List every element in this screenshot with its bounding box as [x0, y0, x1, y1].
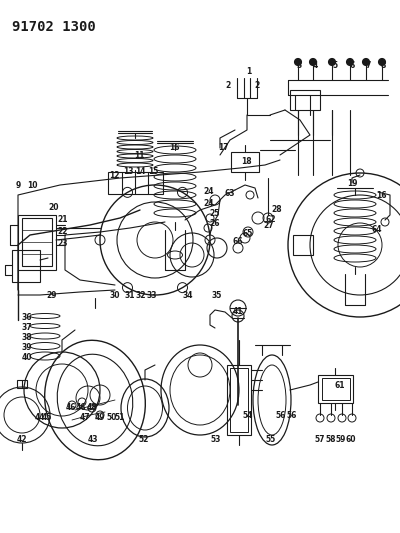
Text: 50: 50	[107, 414, 117, 423]
Circle shape	[346, 59, 354, 66]
Text: 57: 57	[315, 435, 325, 445]
Text: 9: 9	[15, 181, 21, 190]
Text: 46: 46	[66, 403, 76, 413]
Text: 21: 21	[58, 215, 68, 224]
Bar	[17, 380, 27, 388]
Text: 65: 65	[243, 229, 253, 238]
Bar	[18, 215, 56, 270]
Text: 4: 4	[312, 61, 318, 69]
Circle shape	[328, 59, 336, 66]
Text: 22: 22	[58, 228, 68, 237]
Text: 24: 24	[204, 188, 214, 197]
Text: 91702 1300: 91702 1300	[12, 20, 96, 34]
Bar	[290, 90, 320, 110]
Text: 28: 28	[272, 206, 282, 214]
Text: 56: 56	[276, 410, 286, 419]
Text: 23: 23	[58, 239, 68, 248]
Text: 40: 40	[22, 353, 32, 362]
Text: 2: 2	[254, 82, 260, 91]
Circle shape	[294, 59, 302, 66]
Text: 66: 66	[233, 238, 243, 246]
Text: 5: 5	[332, 61, 338, 69]
Text: 34: 34	[183, 290, 193, 300]
Bar	[230, 368, 248, 432]
Text: 11: 11	[134, 150, 144, 159]
Bar	[12, 250, 40, 282]
Text: 1: 1	[246, 68, 252, 77]
Text: 41: 41	[233, 308, 243, 317]
Text: 16: 16	[169, 143, 179, 152]
Bar	[318, 375, 353, 403]
Bar	[108, 172, 163, 194]
Text: 3: 3	[296, 61, 302, 69]
Text: 25: 25	[210, 209, 220, 219]
Circle shape	[378, 59, 386, 66]
Text: 10: 10	[27, 181, 37, 190]
Bar	[231, 152, 259, 172]
Bar	[227, 365, 251, 435]
Text: 20: 20	[49, 203, 59, 212]
Text: 14: 14	[135, 167, 145, 176]
Text: 13: 13	[123, 167, 133, 176]
Text: 19: 19	[347, 179, 357, 188]
Text: 6: 6	[349, 61, 355, 69]
Text: 27: 27	[264, 221, 274, 230]
Circle shape	[310, 59, 316, 66]
Text: 37: 37	[22, 324, 32, 333]
Text: 62: 62	[266, 215, 276, 224]
Text: 60: 60	[346, 435, 356, 445]
Text: 38: 38	[22, 334, 32, 343]
Text: 56: 56	[287, 410, 297, 419]
Text: 46: 46	[76, 403, 86, 413]
Text: 26: 26	[210, 220, 220, 229]
Text: 48: 48	[87, 403, 97, 413]
Text: 30: 30	[110, 290, 120, 300]
Text: 36: 36	[22, 313, 32, 322]
Text: 32: 32	[136, 290, 146, 300]
Text: 55: 55	[266, 435, 276, 445]
Text: 24: 24	[204, 199, 214, 208]
Bar	[293, 235, 313, 255]
Text: 64: 64	[372, 225, 382, 235]
Text: 17: 17	[218, 143, 228, 152]
Text: 54: 54	[243, 410, 253, 419]
Text: 59: 59	[336, 435, 346, 445]
Bar	[22, 218, 52, 266]
Circle shape	[362, 59, 370, 66]
Text: 33: 33	[147, 290, 157, 300]
Text: 39: 39	[22, 343, 32, 352]
Text: 29: 29	[47, 290, 57, 300]
Text: 51: 51	[115, 414, 125, 423]
Text: 8: 8	[380, 61, 386, 69]
Bar	[322, 378, 350, 400]
Text: 42: 42	[17, 435, 27, 445]
Text: 52: 52	[139, 435, 149, 445]
Text: 7: 7	[365, 61, 371, 69]
Text: 35: 35	[212, 290, 222, 300]
Text: 18: 18	[241, 157, 251, 166]
Text: 47: 47	[80, 414, 90, 423]
Text: 53: 53	[211, 435, 221, 445]
Text: 44: 44	[35, 414, 45, 423]
Text: 43: 43	[88, 435, 98, 445]
Text: 15: 15	[148, 167, 158, 176]
Text: 16: 16	[376, 190, 386, 199]
Text: 45: 45	[42, 414, 52, 423]
Text: 2: 2	[225, 82, 231, 91]
Text: 12: 12	[109, 171, 119, 180]
Text: 31: 31	[125, 290, 135, 300]
Text: 58: 58	[326, 435, 336, 445]
Text: 49: 49	[95, 414, 105, 423]
Text: 63: 63	[225, 189, 235, 198]
Text: 61: 61	[335, 381, 345, 390]
